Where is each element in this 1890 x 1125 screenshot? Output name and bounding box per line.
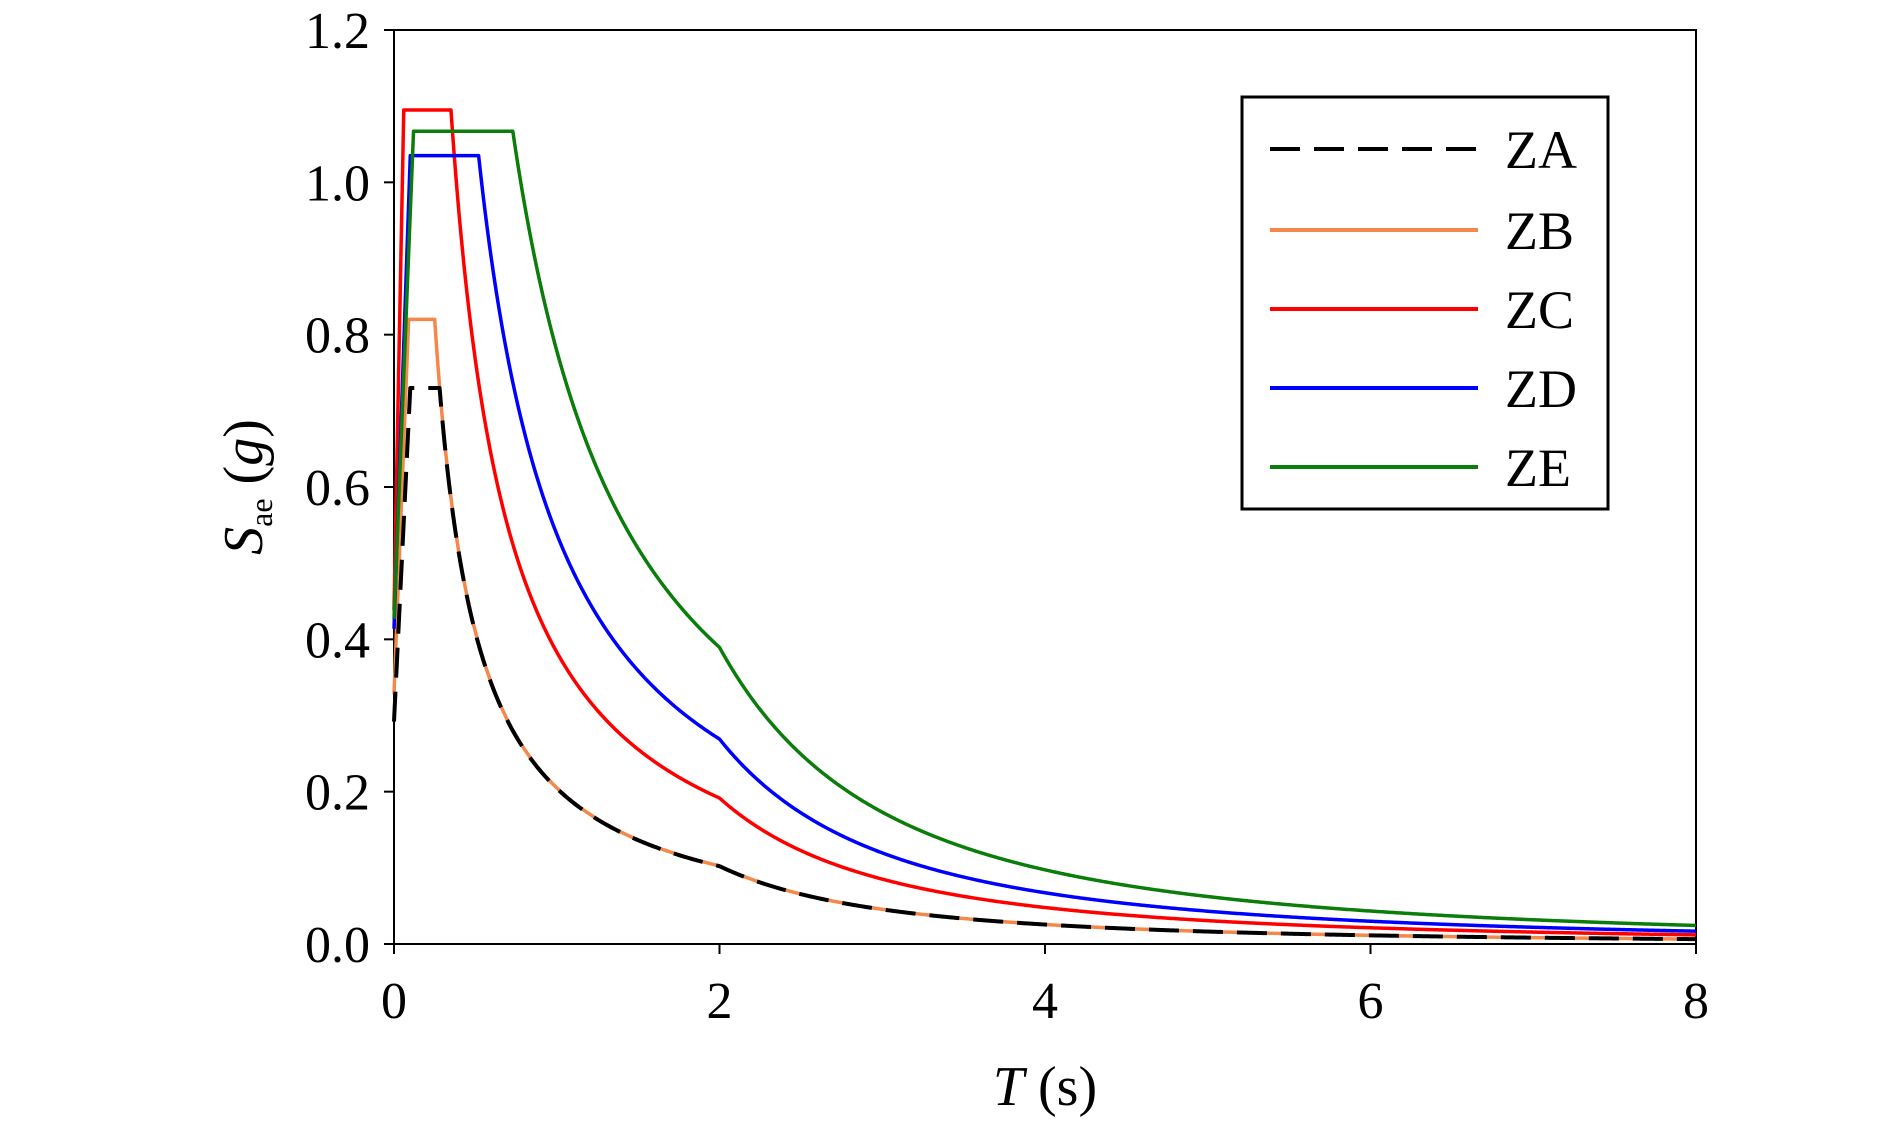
x-tick-label: 4 [1032,973,1058,1030]
series-zd-line [392,153,1697,933]
legend-label-ze: ZE [1505,438,1571,498]
series-layer [392,108,1697,942]
legend-label-za: ZA [1505,120,1577,180]
y-tick-label: 0.6 [305,460,370,517]
legend-label-zb: ZB [1505,201,1574,261]
x-tick-label: 8 [1683,973,1709,1030]
y-tick-label: 1.0 [305,155,370,212]
y-tick-label: 0.0 [305,917,370,974]
tick-layer: 0 2 4 6 8 0.0 0.2 0.4 0.6 0.8 1.0 1.2 [305,3,1709,1030]
y-axis-label: Sae (g) [213,419,279,555]
legend-box [1240,95,1610,511]
y-tick-label: 0.2 [305,765,370,822]
x-axis-label: T (s) [993,1056,1097,1118]
legend-label-zd: ZD [1505,359,1577,419]
y-tick-label: 0.4 [305,612,370,669]
x-tick-label: 0 [381,973,407,1030]
y-tick-label: 1.2 [305,3,370,60]
x-tick-label: 6 [1358,973,1384,1030]
series-za-line [392,385,1697,942]
series-ze-line [392,129,1697,928]
y-tick-label: 0.8 [305,308,370,365]
series-zc-line [392,108,1697,937]
legend-label-zc: ZC [1505,280,1574,340]
x-tick-label: 2 [707,973,733,1030]
legend: ZA ZB ZC ZD ZE [1240,95,1610,511]
